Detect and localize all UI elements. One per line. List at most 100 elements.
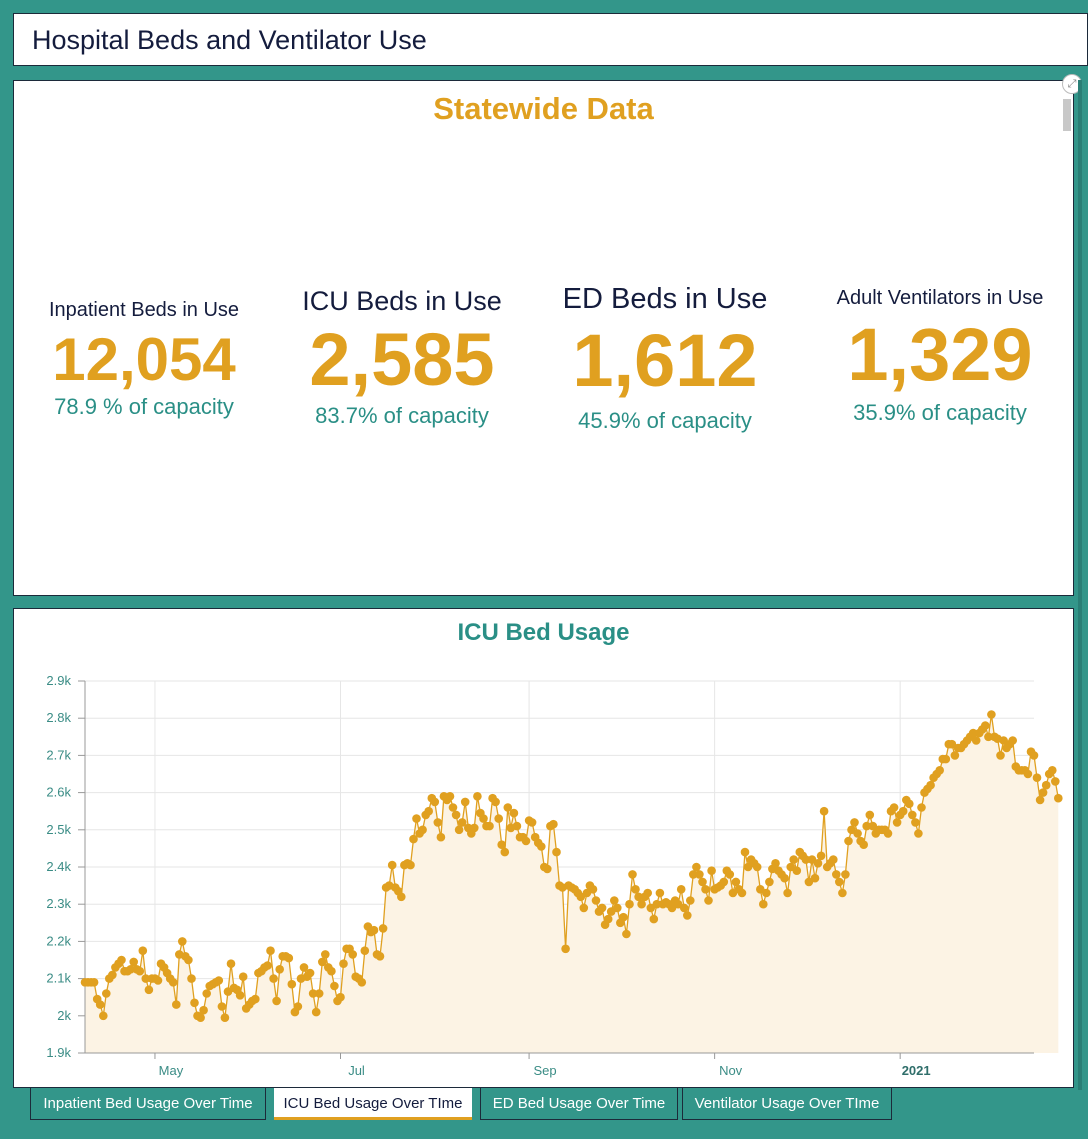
data-point: [235, 991, 245, 1000]
data-point: [144, 985, 154, 995]
data-point: [953, 743, 963, 753]
data-point: [214, 976, 224, 985]
data-point: [859, 840, 868, 849]
data-point: [646, 903, 656, 913]
data-point: [676, 885, 686, 894]
data-point: [330, 981, 339, 991]
data-point: [619, 912, 628, 922]
data-point: [582, 888, 592, 898]
data-point: [99, 1011, 108, 1021]
data-point: [506, 823, 516, 833]
data-point: [737, 888, 747, 898]
y-tick-label: 2.1k: [46, 971, 71, 986]
data-point: [567, 883, 576, 892]
data-point: [293, 1002, 303, 1011]
tab-ventilator-usage[interactable]: Ventilator Usage Over TIme: [682, 1088, 892, 1120]
data-point: [683, 911, 692, 920]
y-tick-label: 2.8k: [46, 710, 71, 725]
data-point: [1023, 769, 1033, 779]
data-point: [208, 979, 218, 989]
data-point: [667, 903, 677, 913]
data-point: [670, 896, 680, 905]
data-point: [302, 972, 312, 981]
data-point: [333, 996, 342, 1006]
stat-inpatient-beds: Inpatient Beds in Use 12,054 78.9 % of c…: [34, 299, 254, 420]
stat-adult-ventilators: Adult Ventilators in Use 1,329 35.9% of …: [822, 287, 1058, 426]
data-point: [628, 870, 637, 879]
data-point: [950, 751, 960, 760]
data-point: [387, 860, 397, 870]
data-point: [616, 918, 625, 928]
data-point: [984, 732, 993, 742]
right-border-strip: [1078, 80, 1082, 1090]
x-tick-label: Sep: [534, 1063, 557, 1078]
data-point: [1041, 780, 1051, 790]
data-point: [521, 836, 531, 846]
data-point: [1011, 762, 1021, 771]
data-point: [789, 855, 798, 864]
series-line: [85, 714, 1059, 1019]
data-point: [749, 859, 759, 868]
data-point: [798, 851, 808, 861]
data-point: [807, 855, 817, 864]
data-point: [412, 814, 421, 823]
data-point: [181, 952, 190, 961]
data-point: [905, 799, 914, 809]
data-point: [895, 810, 905, 820]
data-point: [105, 974, 114, 983]
data-point: [710, 885, 719, 894]
dashboard-title: Hospital Beds and Ventilator Use: [32, 25, 427, 55]
data-point: [856, 836, 865, 846]
data-point: [263, 961, 272, 970]
data-point: [987, 710, 996, 719]
y-tick-label: 2k: [57, 1008, 71, 1023]
data-point: [1029, 751, 1039, 760]
tab-inpatient-bed-usage[interactable]: Inpatient Bed Usage Over Time: [30, 1088, 266, 1120]
series-area: [85, 714, 1059, 1053]
stats-panel-title: Statewide Data: [433, 91, 654, 126]
stats-panel-scrollbar[interactable]: [1063, 99, 1071, 131]
data-point: [701, 885, 710, 894]
data-point: [795, 847, 805, 857]
data-point: [269, 974, 278, 983]
data-point: [515, 832, 525, 842]
data-point: [126, 965, 135, 974]
data-point: [658, 899, 668, 909]
data-point: [1038, 788, 1048, 797]
data-point: [841, 870, 850, 879]
stat-ed-beds: ED Beds in Use 1,612 45.9% of capacity: [546, 283, 784, 434]
area-layer: [85, 714, 1059, 1053]
data-point: [391, 883, 400, 892]
data-point: [625, 899, 634, 909]
data-point: [573, 888, 583, 898]
data-point: [537, 842, 546, 851]
data-point: [558, 883, 567, 892]
data-point: [354, 974, 364, 983]
data-point: [597, 903, 607, 913]
data-point: [172, 1000, 181, 1009]
data-point: [908, 810, 917, 820]
tab-ed-bed-usage[interactable]: ED Bed Usage Over Time: [480, 1088, 678, 1120]
data-point: [491, 797, 500, 807]
tab-icu-bed-usage[interactable]: ICU Bed Usage Over TIme: [274, 1088, 472, 1120]
data-point: [451, 810, 461, 820]
data-point: [999, 736, 1008, 745]
data-point: [403, 859, 412, 868]
data-point: [686, 896, 695, 905]
data-point: [220, 1013, 230, 1022]
data-point: [816, 851, 826, 861]
data-point: [311, 1007, 321, 1017]
data-point: [245, 1000, 254, 1009]
data-point: [679, 903, 689, 913]
data-point: [199, 1005, 208, 1015]
data-point: [996, 751, 1005, 760]
data-point: [488, 793, 497, 803]
data-point: [868, 821, 878, 831]
stat-icu-beds: ICU Beds in Use 2,585 83.7% of capacity: [282, 286, 522, 429]
data-point: [832, 870, 841, 879]
data-point: [917, 803, 926, 812]
data-point: [622, 929, 631, 939]
data-point: [722, 866, 732, 875]
data-point: [345, 944, 354, 954]
data-point: [360, 946, 370, 955]
